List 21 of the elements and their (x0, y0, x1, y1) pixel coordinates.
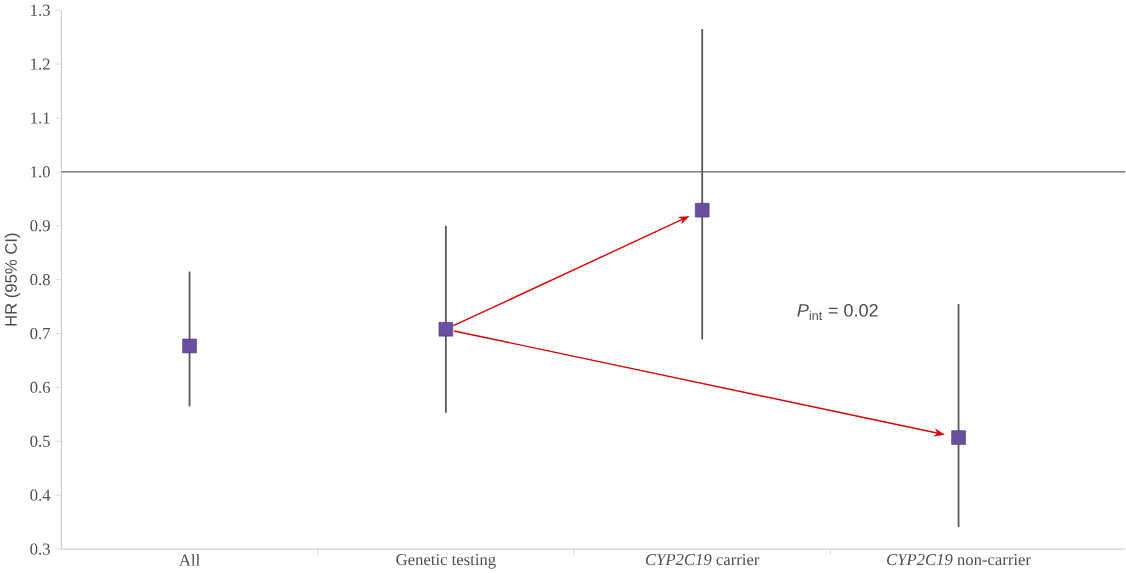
x-tick-label: CYP2C19 carrier (645, 553, 760, 566)
y-tick-label: 0.5 (30, 435, 50, 447)
y-axis-title: HR (95% CI) (4, 233, 21, 326)
annotation: P$_{int}$ = 0.02 (797, 303, 878, 320)
x-tick-label: CYP2C19 non-carrier (887, 553, 1031, 566)
x-tick-label: Genetic testing (396, 553, 496, 569)
y-tick-label: 1.3 (31, 4, 50, 16)
y-tick-label: 1.1 (31, 112, 50, 124)
point (951, 430, 966, 445)
y-tick-label: 0.4 (30, 489, 51, 501)
y-tick-label: 0.6 (30, 381, 51, 393)
y-tick-label: 0.7 (30, 327, 51, 340)
point (182, 338, 197, 354)
x-tick-label: All (179, 553, 200, 566)
y-tick-label: 0.3 (30, 543, 50, 555)
y-tick-label: 0.9 (30, 220, 50, 232)
y-tick-label: 1.2 (31, 58, 50, 70)
point (694, 202, 710, 218)
point (438, 321, 454, 337)
y-tick-label: 0.8 (30, 273, 50, 286)
y-tick-label: 1.0 (31, 166, 50, 178)
